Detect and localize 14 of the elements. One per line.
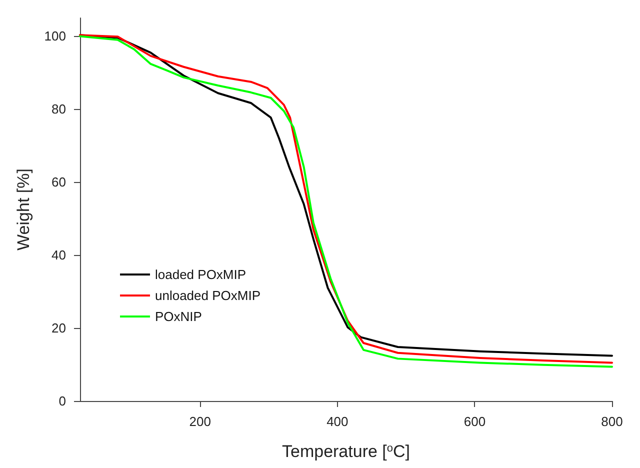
x-tick-label: 400 [326, 414, 348, 429]
legend-label: loaded POxMIP [155, 267, 246, 282]
x-tick-label: 800 [601, 414, 623, 429]
y-tick-label: 80 [52, 102, 66, 117]
y-tick-label: 60 [52, 174, 66, 190]
legend-label: unloaded POxMIP [155, 288, 261, 303]
y-tick-label: 0 [58, 394, 66, 408]
y-tick-label: 40 [52, 248, 66, 263]
x-tick-label: 200 [189, 414, 211, 429]
y-tick-label: 100 [44, 28, 66, 44]
legend-label: POxNIP [155, 309, 202, 324]
y-axis-title: Weight [%] [14, 168, 33, 250]
y-tick-label: 20 [52, 320, 66, 336]
x-tick-label: 600 [464, 414, 486, 429]
